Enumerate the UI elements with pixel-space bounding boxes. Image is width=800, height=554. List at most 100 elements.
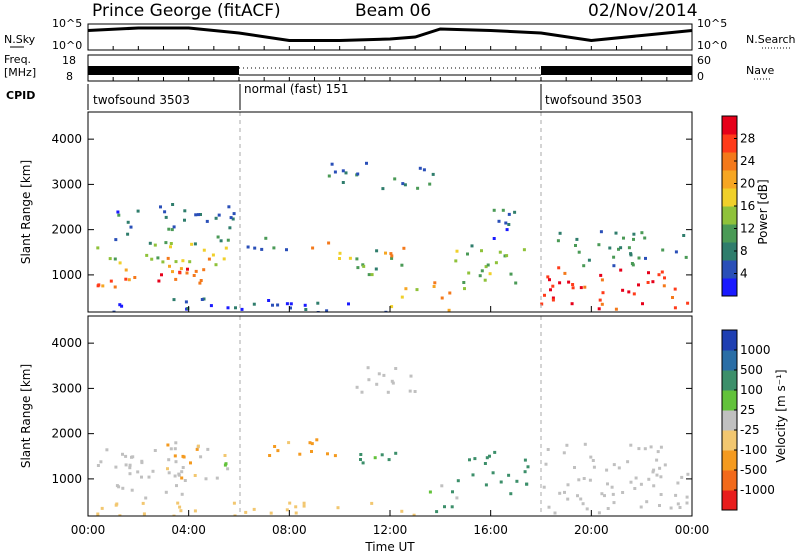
cell-15-25 bbox=[112, 310, 116, 312]
cell-11-5 bbox=[454, 259, 458, 263]
cell-6-10 bbox=[523, 470, 527, 474]
cell-1-18 bbox=[156, 256, 160, 260]
cell-8-4 bbox=[370, 501, 374, 505]
cell-7-6 bbox=[659, 475, 663, 479]
cell-6-4 bbox=[400, 263, 404, 267]
cell-10-0 bbox=[448, 291, 452, 295]
cell-13-5 bbox=[543, 293, 546, 297]
cell-12-1 bbox=[505, 228, 509, 232]
cell-0-3 bbox=[185, 271, 189, 275]
cell-0-0 bbox=[167, 471, 171, 475]
cell-0-14 bbox=[101, 284, 105, 288]
cell-8-0 bbox=[244, 510, 248, 514]
cell-5-4 bbox=[440, 484, 444, 488]
xtick-label-0: 00:00 bbox=[71, 523, 106, 537]
cell-2-16 bbox=[129, 225, 133, 229]
cell-0-39 bbox=[124, 463, 128, 467]
cell-4-11 bbox=[394, 367, 398, 370]
noise-panel: N.Sky 10^5 10^0 10^5 10^0 N.Search bbox=[4, 17, 796, 52]
cell-2-19 bbox=[116, 210, 120, 214]
cell-13-11 bbox=[551, 296, 555, 300]
cell-14-2 bbox=[643, 236, 647, 240]
cell-15-1 bbox=[347, 302, 350, 306]
cell-13-28 bbox=[686, 301, 690, 305]
cell-1-15 bbox=[202, 248, 206, 252]
cell-7-9 bbox=[591, 459, 595, 462]
cell-15-13 bbox=[267, 299, 271, 302]
cell-6-14 bbox=[471, 473, 475, 477]
cell-4-10 bbox=[390, 379, 394, 383]
colorbar-tick-3: -25 bbox=[740, 423, 760, 437]
cell-13-34 bbox=[558, 281, 562, 285]
nsky-line bbox=[87, 26, 693, 43]
colorbar-swatch-7 bbox=[722, 152, 737, 171]
cell-15-14 bbox=[200, 298, 204, 301]
cell-1-19 bbox=[118, 261, 122, 265]
cell-15-8 bbox=[240, 307, 244, 311]
cell-13-29 bbox=[632, 292, 636, 296]
cell-15-3 bbox=[276, 303, 280, 307]
cell-1-11 bbox=[153, 243, 157, 247]
xtick-label-5: 20:00 bbox=[574, 523, 609, 537]
cell-7-5 bbox=[680, 475, 684, 479]
cell-6-16 bbox=[488, 454, 491, 458]
cell-1-6 bbox=[161, 260, 165, 264]
cell-11-13 bbox=[483, 278, 487, 282]
cell-7-32 bbox=[685, 495, 689, 499]
cell-1-12 bbox=[193, 474, 197, 477]
nave-tick-bottom: 0 bbox=[697, 70, 704, 83]
colorbar-swatch-7 bbox=[722, 350, 737, 371]
cell-6-4 bbox=[525, 482, 529, 486]
cell-11-12 bbox=[505, 254, 509, 258]
cell-7-56 bbox=[659, 445, 663, 449]
cell-0-12 bbox=[133, 276, 137, 279]
cell-0-38 bbox=[144, 496, 148, 500]
cell-2-28 bbox=[126, 232, 130, 236]
cell-1-2 bbox=[173, 454, 177, 458]
cell-0-8 bbox=[178, 271, 182, 275]
cell-2-9 bbox=[193, 242, 197, 246]
cell-15-7 bbox=[384, 310, 388, 312]
velocity-y-label: Slant Range [km] bbox=[19, 364, 33, 468]
cell-2-18 bbox=[159, 205, 162, 209]
cpid-mode-3: twofsound 3503 bbox=[545, 93, 642, 107]
cell-2-6 bbox=[326, 452, 329, 456]
cell-13-21 bbox=[663, 276, 666, 280]
cell-3-3 bbox=[394, 451, 398, 455]
velocity-colorbar: -1000 -500 -100 -25 25 100 500 1000 bbox=[721, 329, 775, 511]
cell-8-9 bbox=[416, 186, 420, 190]
cell-2-22 bbox=[226, 238, 230, 242]
colorbar-tick-3: 16 bbox=[740, 199, 755, 213]
colorbar-swatch-4 bbox=[722, 206, 737, 225]
cell-7-19 bbox=[582, 477, 586, 480]
colorbar-frame bbox=[721, 329, 738, 511]
ytick-label-2: 3000 bbox=[51, 177, 82, 191]
cell-11-0 bbox=[522, 248, 526, 252]
cell-7-11 bbox=[685, 501, 689, 505]
ytick-label-2: 3000 bbox=[51, 381, 82, 395]
cell-8-2 bbox=[401, 182, 405, 186]
cell-7-0 bbox=[389, 252, 393, 256]
cell-13-8 bbox=[557, 266, 561, 270]
cell-14-26 bbox=[614, 231, 618, 235]
cell-7-31 bbox=[589, 455, 593, 459]
cell-7-3 bbox=[617, 466, 621, 470]
cell-7-16 bbox=[655, 473, 659, 477]
cell-2-25 bbox=[163, 210, 167, 214]
cell-1-4 bbox=[108, 257, 112, 261]
colorbar-swatch-0 bbox=[722, 278, 737, 297]
nave-tick-top: 60 bbox=[697, 54, 711, 67]
cell-14-13 bbox=[617, 247, 620, 251]
cell-4-12 bbox=[386, 390, 390, 394]
power-panel-bg bbox=[88, 112, 692, 312]
cell-6-8 bbox=[493, 450, 497, 454]
cell-6-3 bbox=[485, 456, 489, 460]
cell-14-6 bbox=[632, 237, 635, 241]
cell-12-6 bbox=[507, 223, 511, 226]
cell-2-27 bbox=[114, 238, 118, 242]
ytick-label-0: 1000 bbox=[51, 472, 82, 486]
cell-2-20 bbox=[228, 226, 232, 230]
cell-0-34 bbox=[130, 488, 134, 492]
colorbar-tick-6: 500 bbox=[740, 363, 763, 377]
